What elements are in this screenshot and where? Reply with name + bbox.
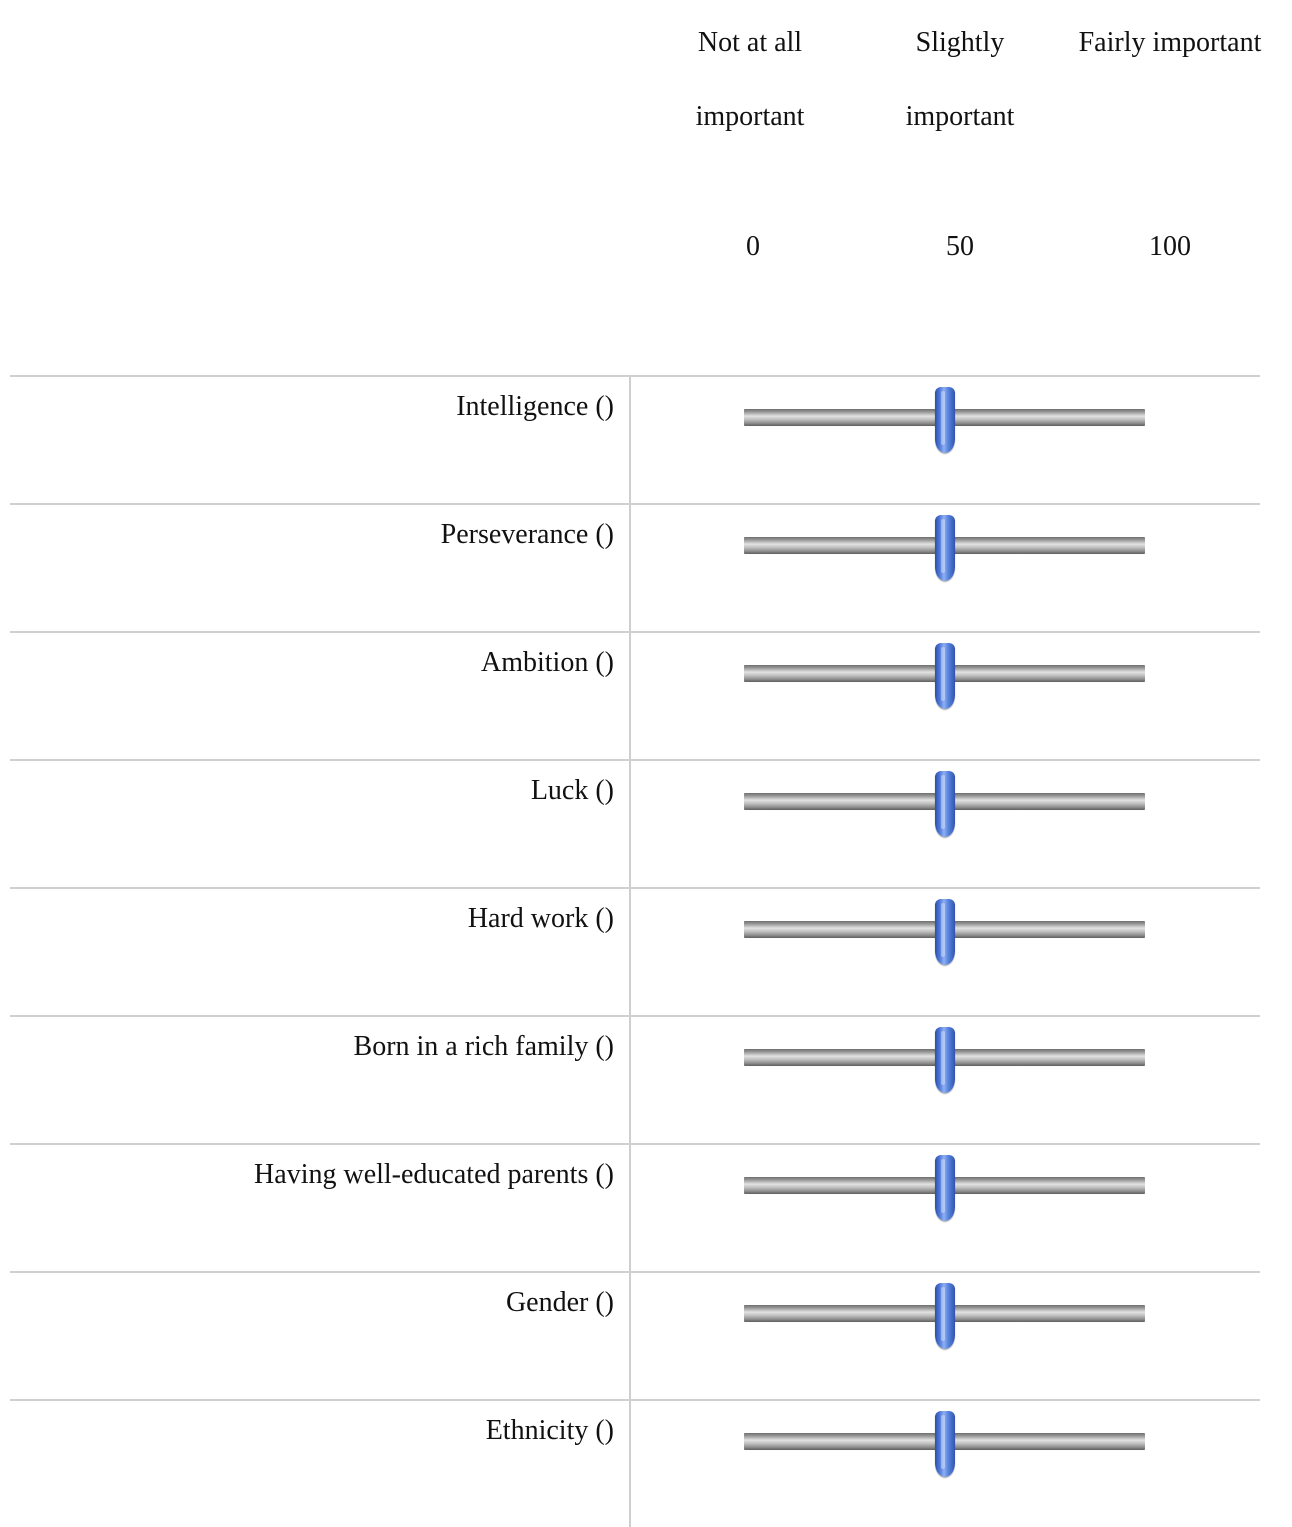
slider-hard-work[interactable] xyxy=(744,899,1145,965)
slider-label-ethnicity: Ethnicity () xyxy=(485,1415,614,1446)
slider-luck[interactable] xyxy=(744,771,1145,837)
slider-thumb[interactable] xyxy=(934,1027,955,1093)
slider-label-perseverance: Perseverance () xyxy=(440,519,614,550)
slider-row-ambition: Ambition () xyxy=(10,631,1260,761)
slider-born-in-a-rich-family[interactable] xyxy=(744,1027,1145,1093)
slider-ambition[interactable] xyxy=(744,643,1145,709)
slider-label-gender: Gender () xyxy=(505,1287,614,1318)
slider-row-born-in-a-rich-family: Born in a rich family () xyxy=(10,1015,1260,1145)
column-divider xyxy=(629,377,631,505)
slider-thumb[interactable] xyxy=(934,1155,955,1221)
slider-label-born-in-a-rich-family: Born in a rich family () xyxy=(353,1031,614,1062)
column-divider xyxy=(629,1017,631,1145)
slider-row-ethnicity: Ethnicity () xyxy=(10,1399,1260,1527)
column-divider xyxy=(629,633,631,761)
scale-label-slightly-important: Slightly important xyxy=(905,27,1015,132)
slider-thumb[interactable] xyxy=(934,771,955,837)
scale-number-mid: 50 xyxy=(946,231,974,262)
scale-label-not-at-all-important: Not at all important xyxy=(695,27,805,132)
column-divider xyxy=(629,761,631,889)
scale-number-max: 100 xyxy=(1149,231,1191,262)
slider-row-having-well-educated-parents: Having well-educated parents () xyxy=(10,1143,1260,1273)
slider-row-intelligence: Intelligence () xyxy=(10,375,1260,505)
slider-thumb[interactable] xyxy=(934,1411,955,1477)
slider-intelligence[interactable] xyxy=(744,387,1145,453)
column-divider xyxy=(629,1401,631,1527)
slider-label-intelligence: Intelligence () xyxy=(456,391,614,422)
column-divider xyxy=(629,889,631,1017)
slider-row-hard-work: Hard work () xyxy=(10,887,1260,1017)
column-divider xyxy=(629,1145,631,1273)
slider-row-perseverance: Perseverance () xyxy=(10,503,1260,633)
scale-number-min: 0 xyxy=(746,231,760,262)
slider-table: Intelligence () Perseverance () Ambition (… xyxy=(10,375,1260,1527)
slider-ethnicity[interactable] xyxy=(744,1411,1145,1477)
slider-label-luck: Luck () xyxy=(530,775,614,806)
slider-thumb[interactable] xyxy=(934,899,955,965)
slider-gender[interactable] xyxy=(744,1283,1145,1349)
slider-thumb[interactable] xyxy=(934,643,955,709)
slider-row-luck: Luck () xyxy=(10,759,1260,889)
column-divider xyxy=(629,505,631,633)
slider-perseverance[interactable] xyxy=(744,515,1145,581)
slider-thumb[interactable] xyxy=(934,1283,955,1349)
column-divider xyxy=(629,1273,631,1401)
slider-label-having-well-educated-parents: Having well-educated parents () xyxy=(254,1159,614,1190)
slider-thumb[interactable] xyxy=(934,515,955,581)
slider-having-well-educated-parents[interactable] xyxy=(744,1155,1145,1221)
slider-thumb[interactable] xyxy=(934,387,955,453)
slider-label-hard-work: Hard work () xyxy=(467,903,614,934)
slider-row-gender: Gender () xyxy=(10,1271,1260,1401)
slider-label-ambition: Ambition () xyxy=(481,647,614,678)
scale-label-fairly-important: Fairly important xyxy=(1078,27,1262,58)
